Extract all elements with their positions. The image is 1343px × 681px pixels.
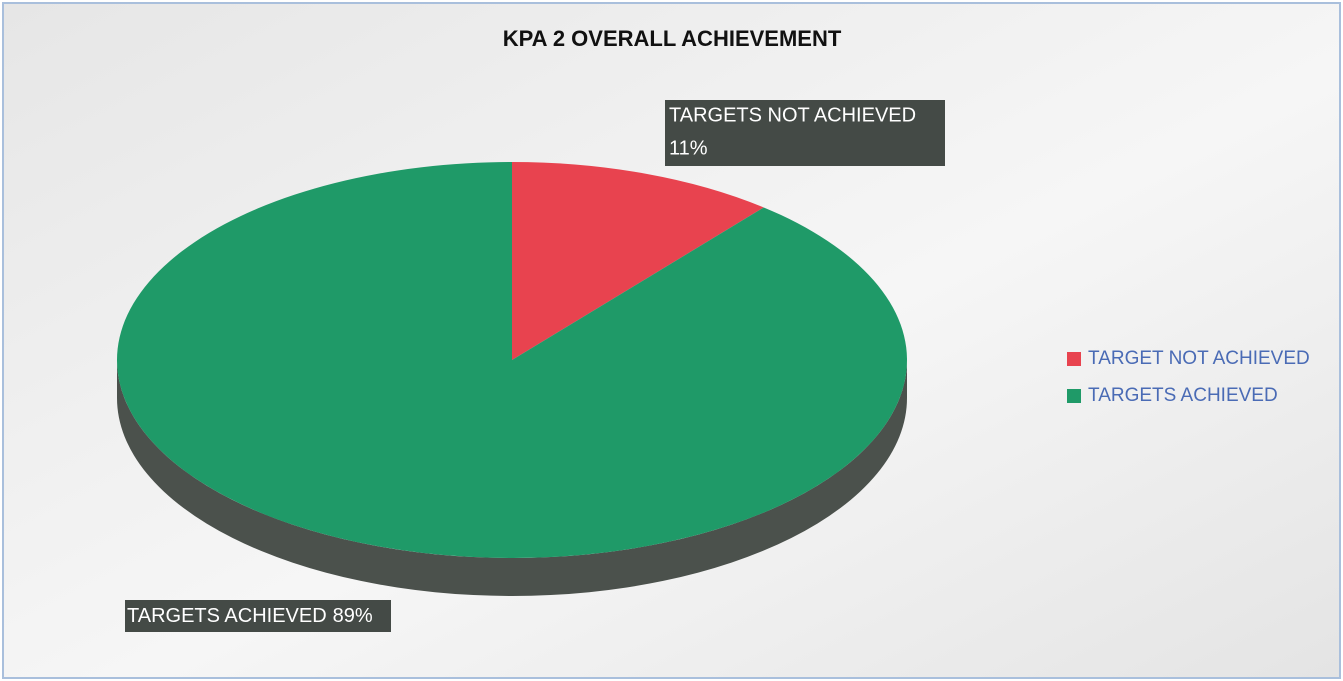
data-label-value: 89% [333,605,373,627]
pie-slice [512,162,764,360]
legend-label: TARGET NOT ACHIEVED [1088,348,1310,369]
data-label-box [125,600,391,632]
legend-swatch [1067,352,1081,366]
data-label-value: 11% [669,137,708,159]
data-label-name: TARGETS NOT ACHIEVED [669,104,916,126]
chart-title: KPA 2 OVERALL ACHIEVEMENT [503,26,842,51]
legend-swatch [1067,389,1081,403]
legend-label: TARGETS ACHIEVED [1088,385,1278,406]
pie-slice [117,161,907,558]
data-label-name: TARGETS ACHIEVED [127,605,327,627]
data-label: TARGETS ACHIEVED 89% [127,605,373,627]
pie-depth [117,360,907,596]
data-label-box [665,100,945,166]
